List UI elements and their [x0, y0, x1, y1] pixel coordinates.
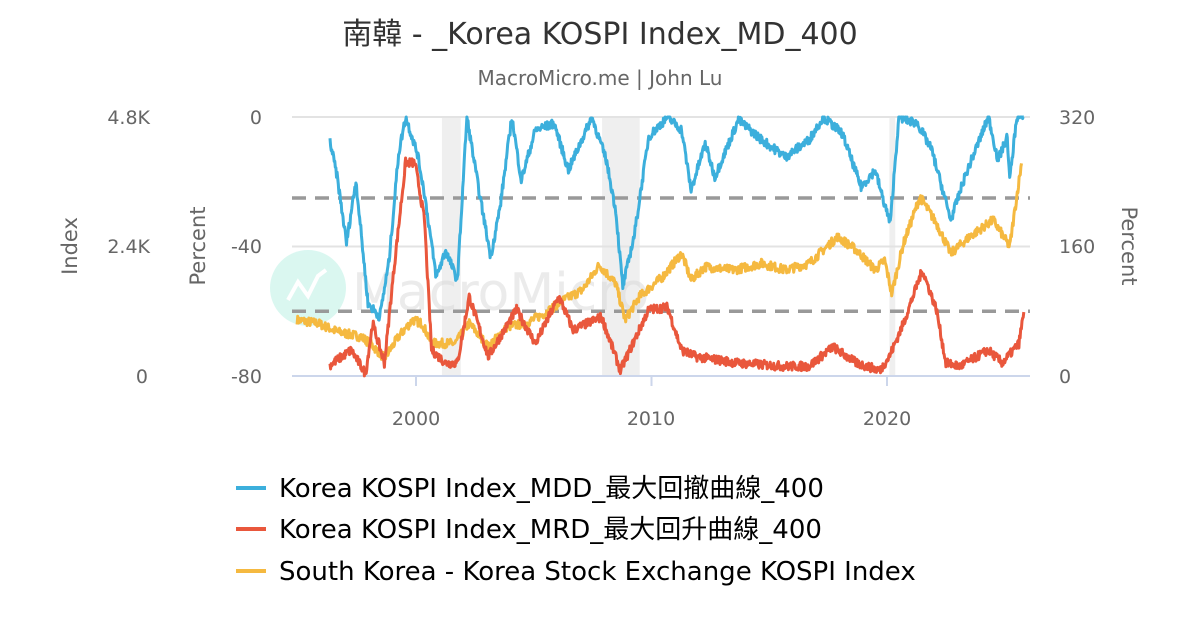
legend: Korea KOSPI Index_MDD_最大回撤曲線_400 Korea K… [236, 474, 916, 587]
x-tick-2020: 2020 [863, 408, 911, 430]
percent-left-tick-minus80: -80 [231, 366, 262, 388]
chart-title: 南韓 - _Korea KOSPI Index_MD_400 [342, 17, 857, 52]
series-line-mrd [328, 156, 1026, 378]
index-axis-title: Index [58, 217, 82, 275]
percent-right-tick-0: 0 [1059, 366, 1071, 388]
percent-right-tick-160: 160 [1059, 236, 1095, 258]
legend-item-mrd[interactable]: Korea KOSPI Index_MRD_最大回升曲線_400 [236, 515, 822, 545]
index-tick-2.4k: 2.4K [107, 236, 150, 258]
watermark-logo-icon [270, 250, 346, 326]
x-tick-2000: 2000 [392, 408, 440, 430]
percent-right-tick-320: 320 [1059, 107, 1095, 129]
legend-item-kospi[interactable]: South Korea - Korea Stock Exchange KOSPI… [236, 557, 916, 587]
series-line-mdd [328, 115, 1025, 322]
percent-right-axis-title: Percent [1117, 206, 1141, 285]
legend-label-kospi: South Korea - Korea Stock Exchange KOSPI… [279, 557, 916, 587]
percent-left-axis-title: Percent [186, 206, 210, 285]
series-line-kospi [295, 163, 1023, 361]
grid-lines [292, 116, 1030, 386]
legend-label-mdd: Korea KOSPI Index_MDD_最大回撤曲線_400 [279, 474, 824, 504]
chart-subtitle: MacroMicro.me | John Lu [478, 66, 723, 90]
percent-left-tick-0: 0 [250, 107, 262, 129]
watermark-logo-mark [286, 268, 328, 301]
percent-left-tick-minus40: -40 [231, 236, 262, 258]
x-tick-2010: 2010 [627, 408, 675, 430]
legend-item-mdd[interactable]: Korea KOSPI Index_MDD_最大回撤曲線_400 [236, 474, 824, 504]
legend-label-mrd: Korea KOSPI Index_MRD_最大回升曲線_400 [279, 515, 822, 545]
index-tick-0: 0 [136, 366, 148, 388]
index-tick-4.8k: 4.8K [107, 107, 150, 129]
series-lines [295, 115, 1026, 378]
